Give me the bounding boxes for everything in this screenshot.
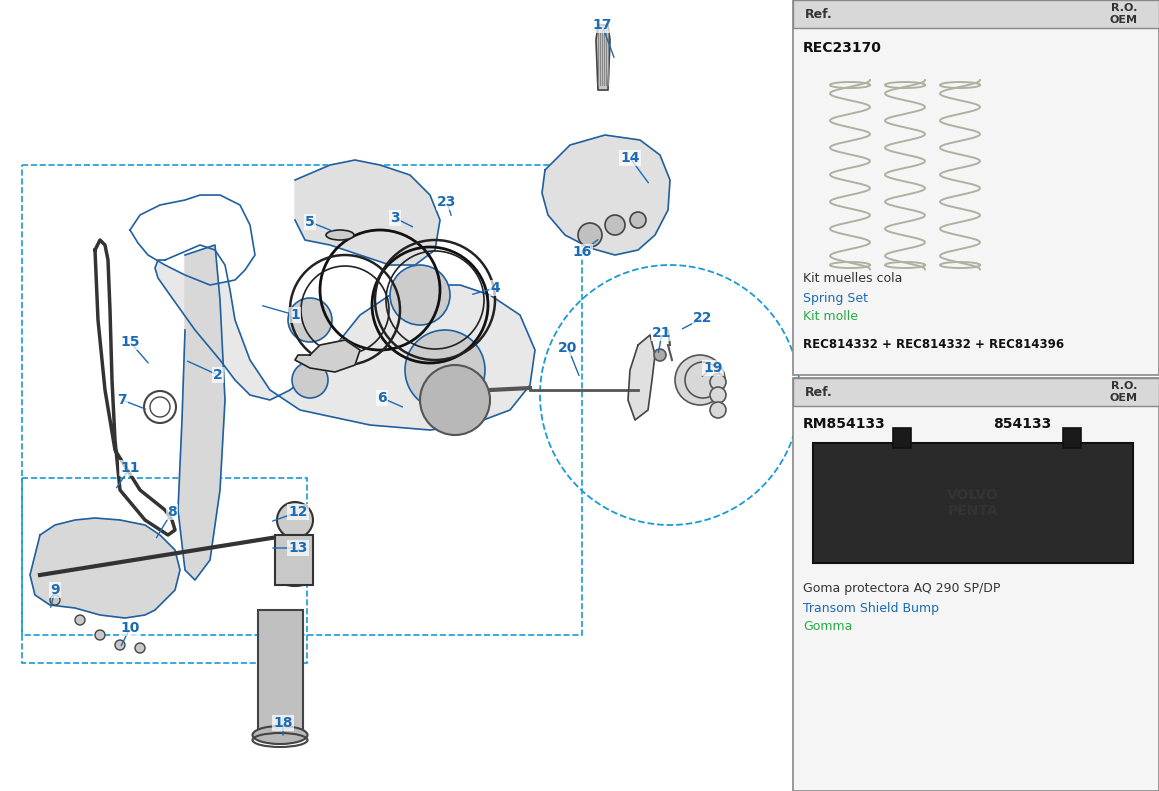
Ellipse shape [326, 230, 353, 240]
Polygon shape [30, 518, 180, 618]
Text: 16: 16 [573, 245, 592, 259]
Text: RM854133: RM854133 [803, 417, 885, 431]
Text: 14: 14 [620, 151, 640, 165]
Text: 15: 15 [121, 335, 140, 349]
Bar [793, 0, 1159, 375]
Text: Ref.: Ref. [806, 8, 833, 21]
Polygon shape [296, 340, 360, 372]
Text: 23: 23 [437, 195, 457, 209]
Text: 1: 1 [290, 308, 300, 322]
Circle shape [685, 362, 721, 398]
Circle shape [134, 643, 145, 653]
Circle shape [710, 387, 726, 403]
Circle shape [710, 402, 726, 418]
Bar [22, 478, 307, 663]
Circle shape [292, 362, 328, 398]
Text: 6: 6 [377, 391, 387, 405]
Polygon shape [296, 160, 440, 265]
Text: R.O.
OEM: R.O. OEM [1110, 3, 1138, 25]
Text: 7: 7 [117, 393, 126, 407]
Text: 13: 13 [289, 541, 307, 555]
Polygon shape [155, 245, 535, 430]
Circle shape [605, 215, 625, 235]
Circle shape [675, 355, 726, 405]
Circle shape [654, 349, 666, 361]
Text: VOLVO
PENTA: VOLVO PENTA [947, 488, 999, 518]
Bar [812, 443, 1134, 563]
Ellipse shape [253, 726, 307, 744]
Text: Spring Set: Spring Set [803, 292, 868, 305]
Text: 10: 10 [121, 621, 140, 635]
Circle shape [287, 298, 331, 342]
Polygon shape [542, 135, 670, 255]
Circle shape [75, 615, 85, 625]
Text: 17: 17 [592, 18, 612, 32]
Text: 22: 22 [693, 311, 713, 325]
Text: 5: 5 [305, 215, 315, 229]
Circle shape [95, 630, 105, 640]
Text: REC814332 + REC814332 + REC814396: REC814332 + REC814332 + REC814396 [803, 338, 1064, 350]
Polygon shape [130, 195, 255, 285]
Circle shape [115, 640, 125, 650]
Text: 2: 2 [213, 368, 223, 382]
Circle shape [630, 212, 646, 228]
Bar [0, 0, 790, 791]
Ellipse shape [280, 574, 309, 586]
Circle shape [578, 223, 602, 247]
Text: R.O.
OEM: R.O. OEM [1110, 381, 1138, 403]
Circle shape [404, 330, 484, 410]
Text: Kit molle: Kit molle [803, 309, 858, 323]
Text: 20: 20 [559, 341, 577, 355]
Circle shape [420, 365, 490, 435]
Bar [793, 0, 1159, 28]
Polygon shape [596, 25, 610, 90]
Circle shape [389, 265, 450, 325]
Polygon shape [178, 245, 225, 580]
Bar [258, 610, 302, 730]
Text: 9: 9 [50, 583, 60, 597]
Text: 854133: 854133 [993, 417, 1051, 431]
Text: 21: 21 [653, 326, 672, 340]
Text: REC23170: REC23170 [803, 41, 882, 55]
Text: 12: 12 [289, 505, 308, 519]
Text: Gomma: Gomma [803, 619, 852, 633]
Text: 4: 4 [490, 281, 500, 295]
Text: Goma protectora AQ 290 SP/DP: Goma protectora AQ 290 SP/DP [803, 581, 1000, 595]
Text: Transom Shield Bump: Transom Shield Bump [803, 601, 939, 615]
Circle shape [710, 374, 726, 390]
Bar [793, 378, 1159, 406]
Text: 3: 3 [391, 211, 400, 225]
Bar [275, 535, 313, 585]
Circle shape [277, 502, 313, 538]
Bar [892, 428, 911, 448]
Text: 11: 11 [121, 461, 140, 475]
Bar [1063, 428, 1081, 448]
Text: 8: 8 [167, 505, 177, 519]
Polygon shape [628, 335, 655, 420]
Bar [793, 378, 1159, 791]
Text: 18: 18 [274, 716, 293, 730]
Bar [22, 165, 582, 635]
Text: Kit muelles cola: Kit muelles cola [803, 271, 903, 285]
Circle shape [50, 595, 60, 605]
Text: 19: 19 [704, 361, 723, 375]
Text: Ref.: Ref. [806, 385, 833, 399]
